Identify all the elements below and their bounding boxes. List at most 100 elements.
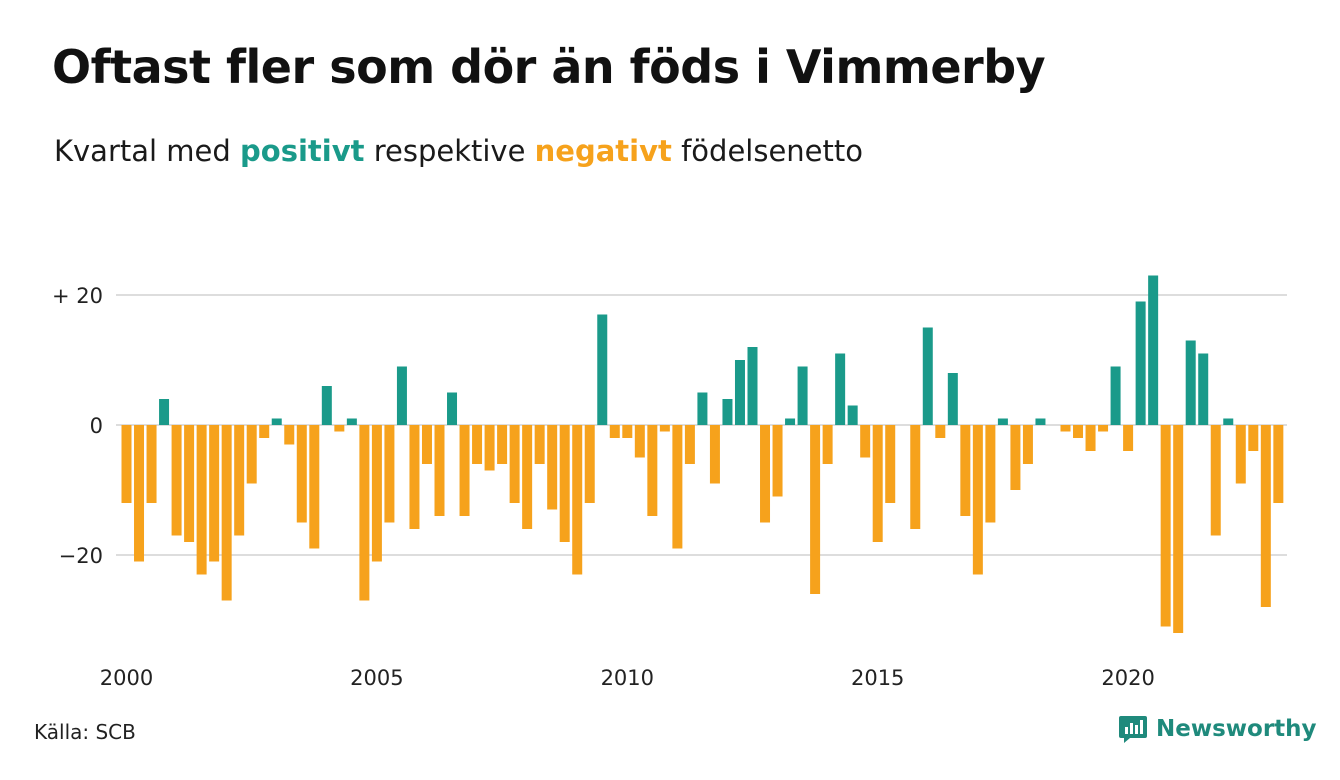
- bar: [296, 425, 307, 523]
- bar: [447, 392, 458, 425]
- y-axis-ticks: + 20 0 −20: [52, 284, 103, 568]
- bars: [121, 275, 1284, 633]
- bar: [872, 425, 883, 542]
- bar: [684, 425, 695, 464]
- x-tick-label: 2010: [601, 666, 654, 690]
- bar: [121, 425, 132, 503]
- bar: [196, 425, 207, 575]
- bar: [134, 425, 145, 562]
- bar: [734, 360, 745, 425]
- bar: [709, 425, 720, 484]
- bar: [760, 425, 771, 523]
- bar: [634, 425, 645, 458]
- bar: [1135, 301, 1146, 425]
- bar: [584, 425, 595, 503]
- bar: [1123, 425, 1134, 451]
- bar: [559, 425, 570, 542]
- bar: [396, 366, 407, 425]
- bar: [259, 425, 270, 438]
- bar: [885, 425, 896, 503]
- bar: [1185, 340, 1196, 425]
- bar: [960, 425, 971, 516]
- chart-subtitle: Kvartal med positivt respektive negativt…: [54, 134, 863, 168]
- bar: [722, 399, 733, 425]
- subtitle-suffix: födelsenetto: [681, 134, 863, 168]
- bar: [1223, 418, 1234, 425]
- subtitle-negative-word: negativt: [534, 134, 672, 168]
- brand-name: Newsworthy: [1156, 716, 1317, 742]
- bar: [935, 425, 946, 438]
- bar: [1022, 425, 1033, 464]
- bar: [321, 386, 332, 425]
- bar: [434, 425, 445, 516]
- bar: [484, 425, 495, 471]
- x-axis-ticks: 2000 2005 2010 2015 2020: [100, 666, 1155, 690]
- bar: [697, 392, 708, 425]
- bar: [346, 418, 357, 425]
- bar: [747, 347, 758, 425]
- bar: [184, 425, 195, 542]
- bar: [509, 425, 520, 503]
- bar: [459, 425, 470, 516]
- bar: [1260, 425, 1271, 607]
- bar: [334, 425, 345, 432]
- bar: [1273, 425, 1284, 503]
- bar: [547, 425, 558, 510]
- bar: [1035, 418, 1046, 425]
- bar: [421, 425, 432, 464]
- bar: [1198, 353, 1209, 425]
- source-note: Källa: SCB: [34, 720, 136, 744]
- bar-chart: + 20 0 −20 2000 2005 2010 2015 2020: [52, 275, 1287, 690]
- x-tick-label: 2020: [1101, 666, 1154, 690]
- bar: [997, 418, 1008, 425]
- x-tick-label: 2005: [350, 666, 403, 690]
- bar: [1073, 425, 1084, 438]
- bar: [209, 425, 220, 562]
- y-tick-label: −20: [59, 544, 103, 568]
- bar: [810, 425, 821, 594]
- bar: [1210, 425, 1221, 536]
- bar: [1160, 425, 1171, 627]
- bar: [659, 425, 670, 432]
- bar: [1110, 366, 1121, 425]
- bar: [1235, 425, 1246, 484]
- bar: [972, 425, 983, 575]
- bar: [1098, 425, 1109, 432]
- bar: [985, 425, 996, 523]
- bar: [947, 373, 958, 425]
- bar: [847, 405, 858, 425]
- bar: [159, 399, 170, 425]
- bar: [1010, 425, 1021, 490]
- bar: [772, 425, 783, 497]
- bar: [597, 314, 608, 425]
- bar: [797, 366, 808, 425]
- bar: [647, 425, 658, 516]
- subtitle-middle: respektive: [373, 134, 526, 168]
- bar: [609, 425, 620, 438]
- bar: [384, 425, 395, 523]
- bar: [910, 425, 921, 529]
- bar: [497, 425, 508, 464]
- brand-logo: Newsworthy: [1118, 714, 1317, 744]
- bar: [284, 425, 295, 445]
- bar: [371, 425, 382, 562]
- bar: [1085, 425, 1096, 451]
- y-tick-label: + 20: [52, 284, 103, 308]
- chart-title: Oftast fler som dör än föds i Vimmerby: [52, 40, 1046, 94]
- bar: [1248, 425, 1259, 451]
- bar: [1148, 275, 1159, 425]
- bar: [1173, 425, 1184, 633]
- bar: [672, 425, 683, 549]
- bar: [171, 425, 182, 536]
- bar: [234, 425, 245, 536]
- bar: [409, 425, 420, 529]
- x-tick-label: 2015: [851, 666, 904, 690]
- newsworthy-logo-icon: [1119, 716, 1147, 743]
- subtitle-prefix: Kvartal med: [54, 134, 231, 168]
- x-tick-label: 2000: [100, 666, 153, 690]
- bar: [146, 425, 157, 503]
- bar: [922, 327, 933, 425]
- bar: [359, 425, 370, 601]
- bar: [860, 425, 871, 458]
- bar: [572, 425, 583, 575]
